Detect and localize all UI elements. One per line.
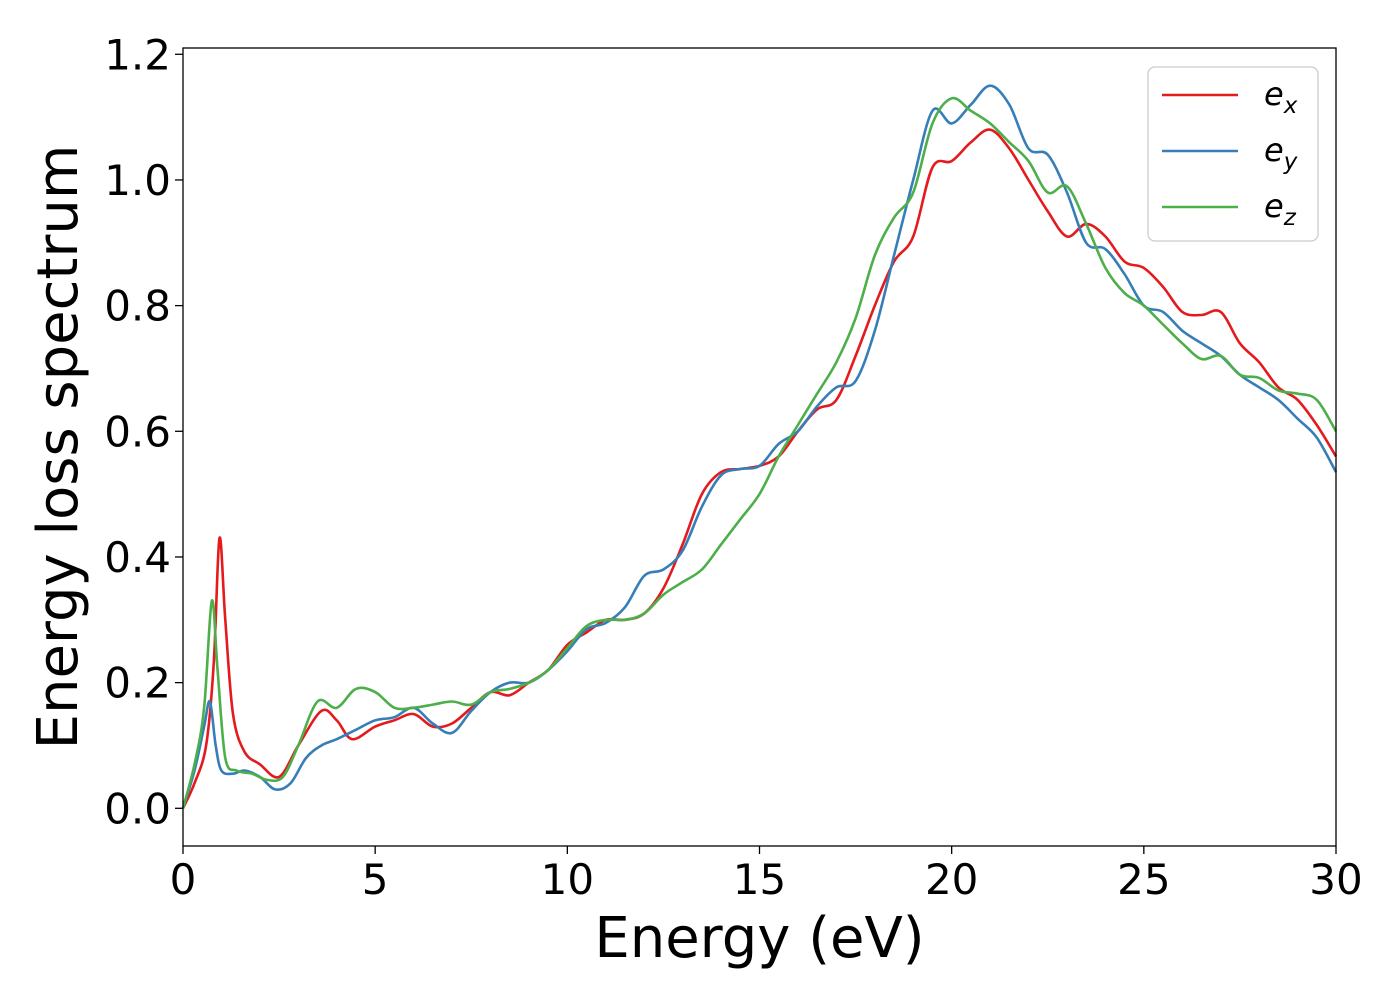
x-tick-label: 25	[1117, 855, 1170, 904]
x-axis: 0 5 10 15 20 25 30	[170, 846, 1363, 904]
x-tick-label: 5	[362, 855, 389, 904]
legend-label-y: ey	[1264, 131, 1298, 175]
legend-label-x: ex	[1264, 75, 1298, 119]
series-line-z	[181, 96, 1338, 809]
x-tick-label: 0	[170, 855, 197, 904]
y-tick-label: 1.2	[104, 30, 171, 79]
x-tick-label: 15	[733, 855, 786, 904]
legend: ex ey ez	[1147, 66, 1319, 242]
series-layer	[181, 84, 1338, 809]
x-axis-label: Energy (eV)	[594, 906, 924, 971]
y-tick-label: 0.0	[104, 784, 171, 833]
series-line-y	[181, 84, 1338, 809]
y-tick-label: 1.0	[104, 156, 171, 205]
x-tick-label: 30	[1309, 855, 1362, 904]
y-tick-label: 0.2	[104, 659, 171, 708]
y-tick-label: 0.8	[104, 282, 171, 331]
y-tick-label: 0.6	[104, 407, 171, 456]
x-tick-label: 10	[541, 855, 594, 904]
plot-area	[181, 47, 1338, 847]
legend-entries: ex ey ez	[1162, 75, 1298, 231]
y-axis-label: Energy loss spectrum	[26, 145, 91, 750]
legend-box	[1147, 66, 1319, 242]
x-tick-label: 20	[925, 855, 978, 904]
legend-label-z: ez	[1264, 187, 1297, 231]
y-tick-label: 0.4	[104, 533, 171, 582]
y-axis: 0.0 0.2 0.4 0.6 0.8 1.0 1.2	[104, 30, 183, 833]
